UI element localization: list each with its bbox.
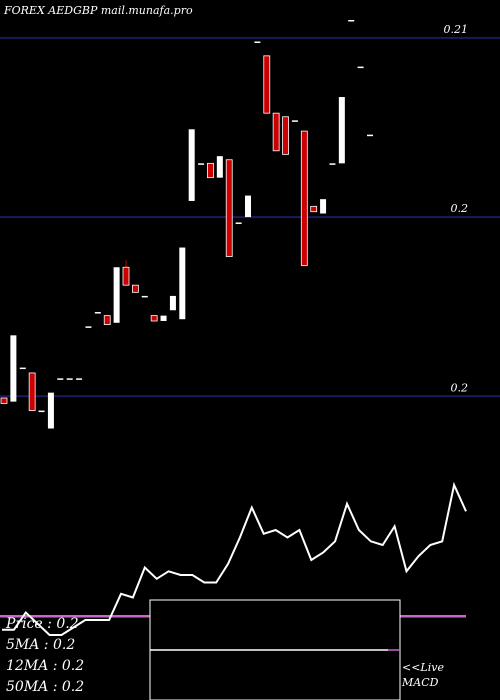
candle (160, 315, 167, 321)
candle (245, 195, 251, 218)
candle (235, 222, 242, 224)
y-tick-label: 0.21 (444, 23, 469, 36)
macd-label: MACD (402, 676, 439, 689)
candle (272, 112, 280, 152)
candle (131, 284, 139, 293)
candle (225, 159, 233, 257)
price-tick-labels: 0.21 0.2 0.2 (444, 23, 469, 394)
candle (310, 205, 318, 213)
candle (47, 392, 54, 429)
candle (10, 335, 17, 402)
candle (348, 20, 355, 22)
stats-panel: Price : 0.2 5MA : 0.2 12MA : 0.2 50MA : … (6, 614, 84, 698)
candle (141, 295, 148, 298)
candle (357, 66, 364, 69)
price-gridlines (0, 36, 500, 398)
macd-line (2, 481, 467, 636)
live-link[interactable]: <<Live (402, 661, 444, 674)
y-tick-label: 0.2 (451, 202, 469, 215)
candle (320, 199, 327, 214)
candle (169, 295, 176, 311)
candle (188, 129, 195, 201)
candle (338, 97, 345, 164)
chart-title: FOREX AEDGBP mail.munafa.pro (4, 4, 193, 17)
ma50-value: 50MA : 0.2 (6, 679, 85, 695)
candle (38, 410, 45, 413)
candle (179, 247, 186, 320)
candle (28, 372, 36, 411)
candle (19, 367, 26, 370)
candle (66, 378, 73, 380)
candle (57, 378, 64, 380)
candle (198, 163, 205, 165)
candle (263, 55, 271, 114)
ma5-value: 5MA : 0.2 (6, 637, 76, 653)
candle (0, 397, 8, 404)
candle (282, 116, 289, 155)
candle (85, 326, 92, 328)
candles (0, 20, 373, 429)
live-macd-label[interactable]: <<Live MACD (402, 660, 444, 690)
candle (300, 130, 308, 266)
y-tick-label: 0.2 (451, 381, 469, 394)
candle (216, 156, 223, 178)
candle (94, 312, 101, 314)
candle (150, 315, 158, 322)
candle (329, 163, 336, 165)
candle (103, 315, 111, 325)
candle (113, 267, 120, 323)
price-value: Price : 0.2 (6, 616, 79, 632)
candle (254, 41, 261, 43)
candle (291, 120, 298, 122)
candle (76, 378, 83, 380)
ma12-value: 12MA : 0.2 (6, 658, 85, 674)
macd-panel (0, 481, 467, 700)
candle (367, 134, 373, 137)
candle (207, 162, 214, 179)
candle (122, 266, 130, 286)
